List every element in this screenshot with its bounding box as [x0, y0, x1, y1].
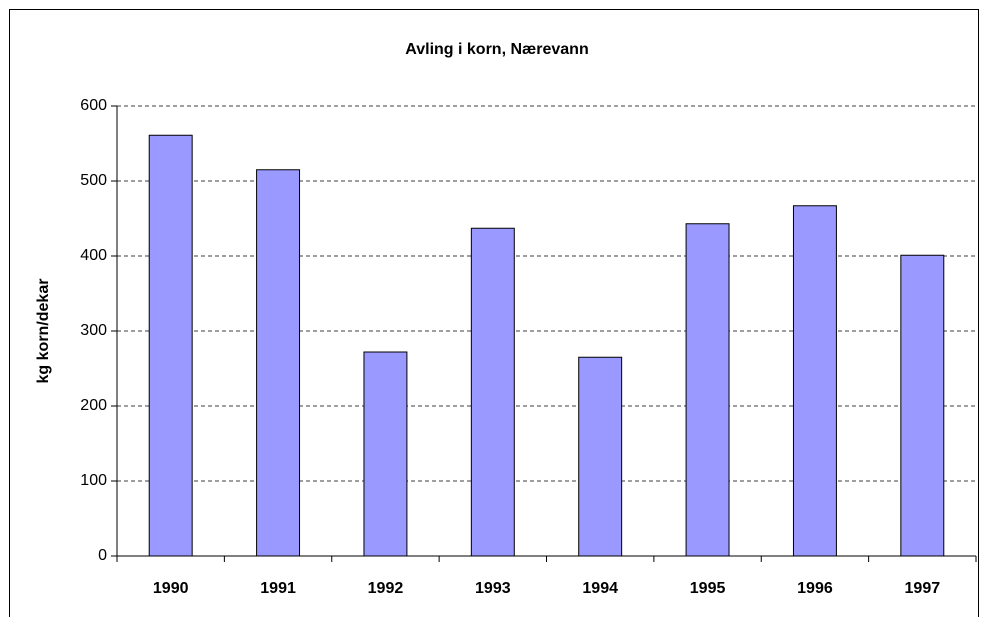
- bar: [256, 169, 301, 557]
- bar: [685, 223, 730, 557]
- x-tick-label: 1997: [905, 580, 941, 597]
- bar: [148, 134, 193, 557]
- x-tick-label: 1996: [797, 580, 833, 597]
- x-tick-label: 1995: [690, 580, 726, 597]
- x-tick-label: 1993: [475, 580, 511, 597]
- y-tick-label: 500: [80, 172, 107, 189]
- y-tick-label: 200: [80, 397, 107, 414]
- x-tick-label: 1992: [368, 580, 404, 597]
- y-tick-label: 300: [80, 322, 107, 339]
- bar: [363, 351, 408, 557]
- bar: [900, 254, 945, 557]
- y-axis-label: kg korn/dekar: [35, 279, 52, 384]
- y-tick-label: 600: [80, 97, 107, 114]
- chart-title: Avling i korn, Nærevann: [405, 41, 588, 58]
- bar: [792, 205, 837, 557]
- x-tick-label: 1994: [582, 580, 618, 597]
- bar: [578, 356, 623, 557]
- x-tick-label: 1991: [260, 580, 296, 597]
- y-tick-label: 100: [80, 472, 107, 489]
- x-tick-label: 1990: [153, 580, 189, 597]
- y-tick-label: 400: [80, 247, 107, 264]
- y-tick-label: 0: [98, 547, 107, 564]
- bar: [470, 227, 515, 557]
